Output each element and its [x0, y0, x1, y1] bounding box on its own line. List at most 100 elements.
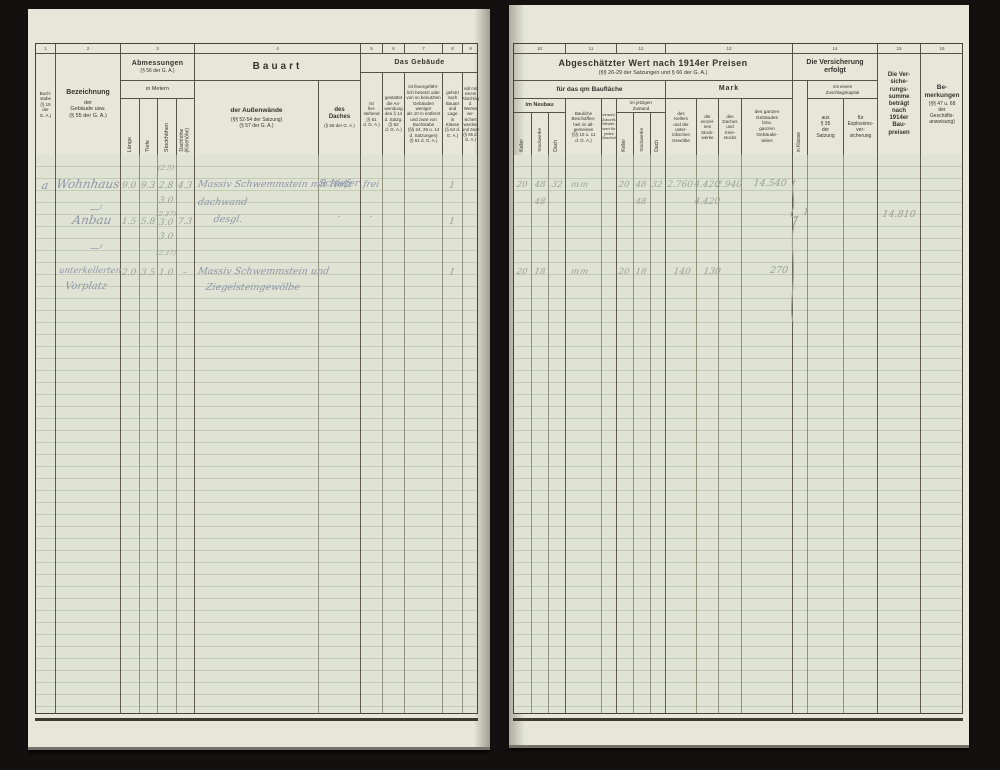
col-header-minderwert: einschl. Zukunft- Minder- wert für jedes…: [601, 98, 617, 155]
hw-building-name: Anbau: [71, 213, 113, 227]
hw-qm-stockwerke-jetzig: 18: [634, 267, 648, 277]
hw-sum-brace: [790, 179, 799, 323]
grid-line: [792, 155, 793, 714]
hw-qm-keller: 20: [515, 180, 529, 190]
grid-line: [404, 155, 405, 714]
grid-line: [741, 155, 742, 714]
grid-line: [55, 155, 56, 714]
aussenwaende-sub: (§§ 52-54 der Satzung) (§ 57 der G. A.): [230, 117, 283, 130]
col-header-keller-jetzig: Keller: [616, 112, 633, 155]
hw-versicherungssumme: 14.810: [881, 209, 917, 220]
bemerkungen-sub: (§§ 47 u. 68 der Geschäfts- anweisung): [928, 101, 956, 126]
hw-qm-stockwerke: 48: [533, 197, 547, 207]
hw-qm-keller-jetzig: 20: [617, 267, 631, 277]
hw-stockhoehe-note: (2.5): [157, 164, 175, 172]
col-header-bauart: Bauart: [194, 53, 360, 80]
daches-title: des Daches: [328, 107, 351, 121]
grid-line: [650, 155, 651, 714]
hw-mark-dach: 2.940: [715, 180, 743, 190]
grid-line: [139, 155, 140, 714]
hw-bauart-walls: dachwand: [197, 197, 249, 208]
col-header-explosionsversicherung: für Explosions- ver- sicherung: [843, 98, 877, 155]
hw-stockhoehe-value: 2.8: [158, 181, 174, 191]
hw-freistehend: frei: [362, 180, 380, 190]
hw-qm-keller-jetzig: 20: [617, 180, 631, 190]
col-header-gestattet: gestattet die An- wendung des § 14 d. Sa…: [382, 72, 404, 155]
hw-mark-keller: 140: [672, 267, 692, 277]
col-header-aus-satzung: aus § 35 der Satzung: [807, 98, 843, 155]
grid-line: [565, 155, 566, 714]
grid-line: [877, 155, 878, 714]
col-header-versicherungssumme: Die Ver- siche- rungs- summe beträgt nac…: [877, 53, 920, 155]
col-header-stockwerke-jetzig: Stockwerke: [633, 112, 650, 155]
hw-dachhoehe-value: 7.3: [177, 217, 193, 227]
col-header-mark-keller: des Kellers und der unter- irdischen Gew…: [665, 98, 696, 155]
col-header-mark-dach: des Daches und Knie- stocks: [718, 98, 741, 155]
hw-qm-stockwerke: 48: [533, 180, 547, 190]
grid-line: [157, 155, 158, 714]
col-header-zuschlagskapital: mit einem Zuschlagskapital: [807, 80, 877, 98]
hw-bauart-ditto: desgl.: [212, 214, 244, 225]
table-body-right: [513, 155, 963, 714]
col-header-stockhoehen: Stockhöhen: [157, 98, 176, 155]
col-header-klasse: gehört nach Bauart und Lage in Klasse (§…: [442, 72, 462, 155]
hw-laenge-value: 2.0: [121, 268, 137, 278]
grid-line: [360, 155, 361, 714]
hw-dachhoehe-value: 4.3: [177, 181, 193, 191]
hw-laenge-value: 1.5: [121, 217, 137, 227]
grid-line: [696, 155, 697, 714]
hw-qm-dach-jetzig: 32: [650, 180, 664, 190]
grid-line: [601, 155, 602, 714]
abmessungen-sub: (§ 56 der G. A.): [140, 68, 175, 75]
hw-tiefe-value: 5.8: [140, 217, 156, 227]
grid-line: [382, 155, 383, 714]
hw-qm-stockwerke: 18: [533, 267, 547, 277]
hw-tiefe-value: 9.3: [140, 181, 156, 191]
aussenwaende-title: der Außenwände: [230, 106, 283, 114]
wert-title: Abgeschätzter Wert nach 1914er Preisen: [558, 57, 748, 68]
das-gebaeude-title: Das Gebäude: [394, 58, 445, 66]
col-header-mark-stockwerke: der einzel- nen Stock- werke: [696, 98, 718, 155]
grid-line: [633, 155, 634, 714]
grid-line: [442, 155, 443, 714]
daches-sub: (§ 58 der G. A.): [324, 123, 355, 129]
col-header-dachhoehe: Dachhöhe (Kniehöhe): [176, 98, 194, 155]
col-header-mark: Mark: [665, 80, 792, 98]
col-header-feuergefaehrlich: ist feuergefähr- lich besetzt oder von s…: [404, 72, 442, 155]
grid-line: [176, 155, 177, 714]
hw-dachhoehe-value: –: [182, 268, 188, 278]
hw-roof-material: Schiefer: [317, 178, 361, 189]
hw-beschaffenheit: mm: [570, 180, 590, 190]
grid-line: [120, 155, 121, 714]
col-header-mark-ganzes-gebaeude: des ganzen Gebäudes bzw. ganzen Gebäude-…: [741, 98, 792, 155]
hw-qm-stockwerke-jetzig: 48: [634, 197, 648, 207]
col-header-abgeschaetzter-wert: Abgeschätzter Wert nach 1914er Preisen (…: [513, 53, 792, 80]
hw-mark-stockwerke: 4.420: [693, 197, 721, 207]
col-header-stockwerke-neubau: Stockwerke: [531, 112, 548, 155]
hw-bauart-walls: Massiv Schwemmstein und: [197, 266, 331, 277]
hw-qm-dach: 32: [550, 180, 564, 190]
table-bottom-rule-right: [513, 718, 963, 721]
hw-ditto-mark: —ᵗ: [88, 243, 104, 254]
col-header-bezeichnung-sub: der Gebäude usw. (§ 55 der G. A.): [69, 99, 107, 119]
col-header-in-klasse: in Klasse: [792, 80, 807, 155]
col-header-bauliche-beschaffenheit: Bauliche Beschaffen- heit im all- gemein…: [565, 98, 601, 155]
grid-line: [807, 155, 808, 714]
col-header-laenge: Länge: [120, 98, 139, 155]
hw-stockhoehe-value: 3.0: [158, 196, 174, 206]
grid-line: [548, 155, 549, 714]
col-header-bezeichnung-title: Bezeichnung: [66, 89, 110, 97]
col-header-in-metern: in Metern: [120, 80, 194, 98]
wert-sub: (§§ 26-29 der Satzungen und § 66 der G. …: [598, 69, 708, 76]
hw-laenge-value: 9.0: [121, 181, 137, 191]
hw-stockhoehe-value: 3.0: [158, 232, 174, 242]
table-frame-right: [513, 43, 963, 714]
grid-line: [843, 155, 844, 714]
hw-mark-gesamt: 270: [769, 265, 789, 276]
hw-building-name: Wohnhaus: [55, 177, 121, 191]
col-header-tiefe: Tiefe: [139, 98, 157, 155]
col-header-bezeichnung: Bezeichnung der Gebäude usw. (§ 55 der G…: [55, 53, 120, 155]
hw-stockhoehe-note: (2.37): [155, 210, 177, 218]
grid-line: [194, 155, 195, 714]
versicherung-title: Die Versicherung erfolgt: [806, 58, 864, 74]
